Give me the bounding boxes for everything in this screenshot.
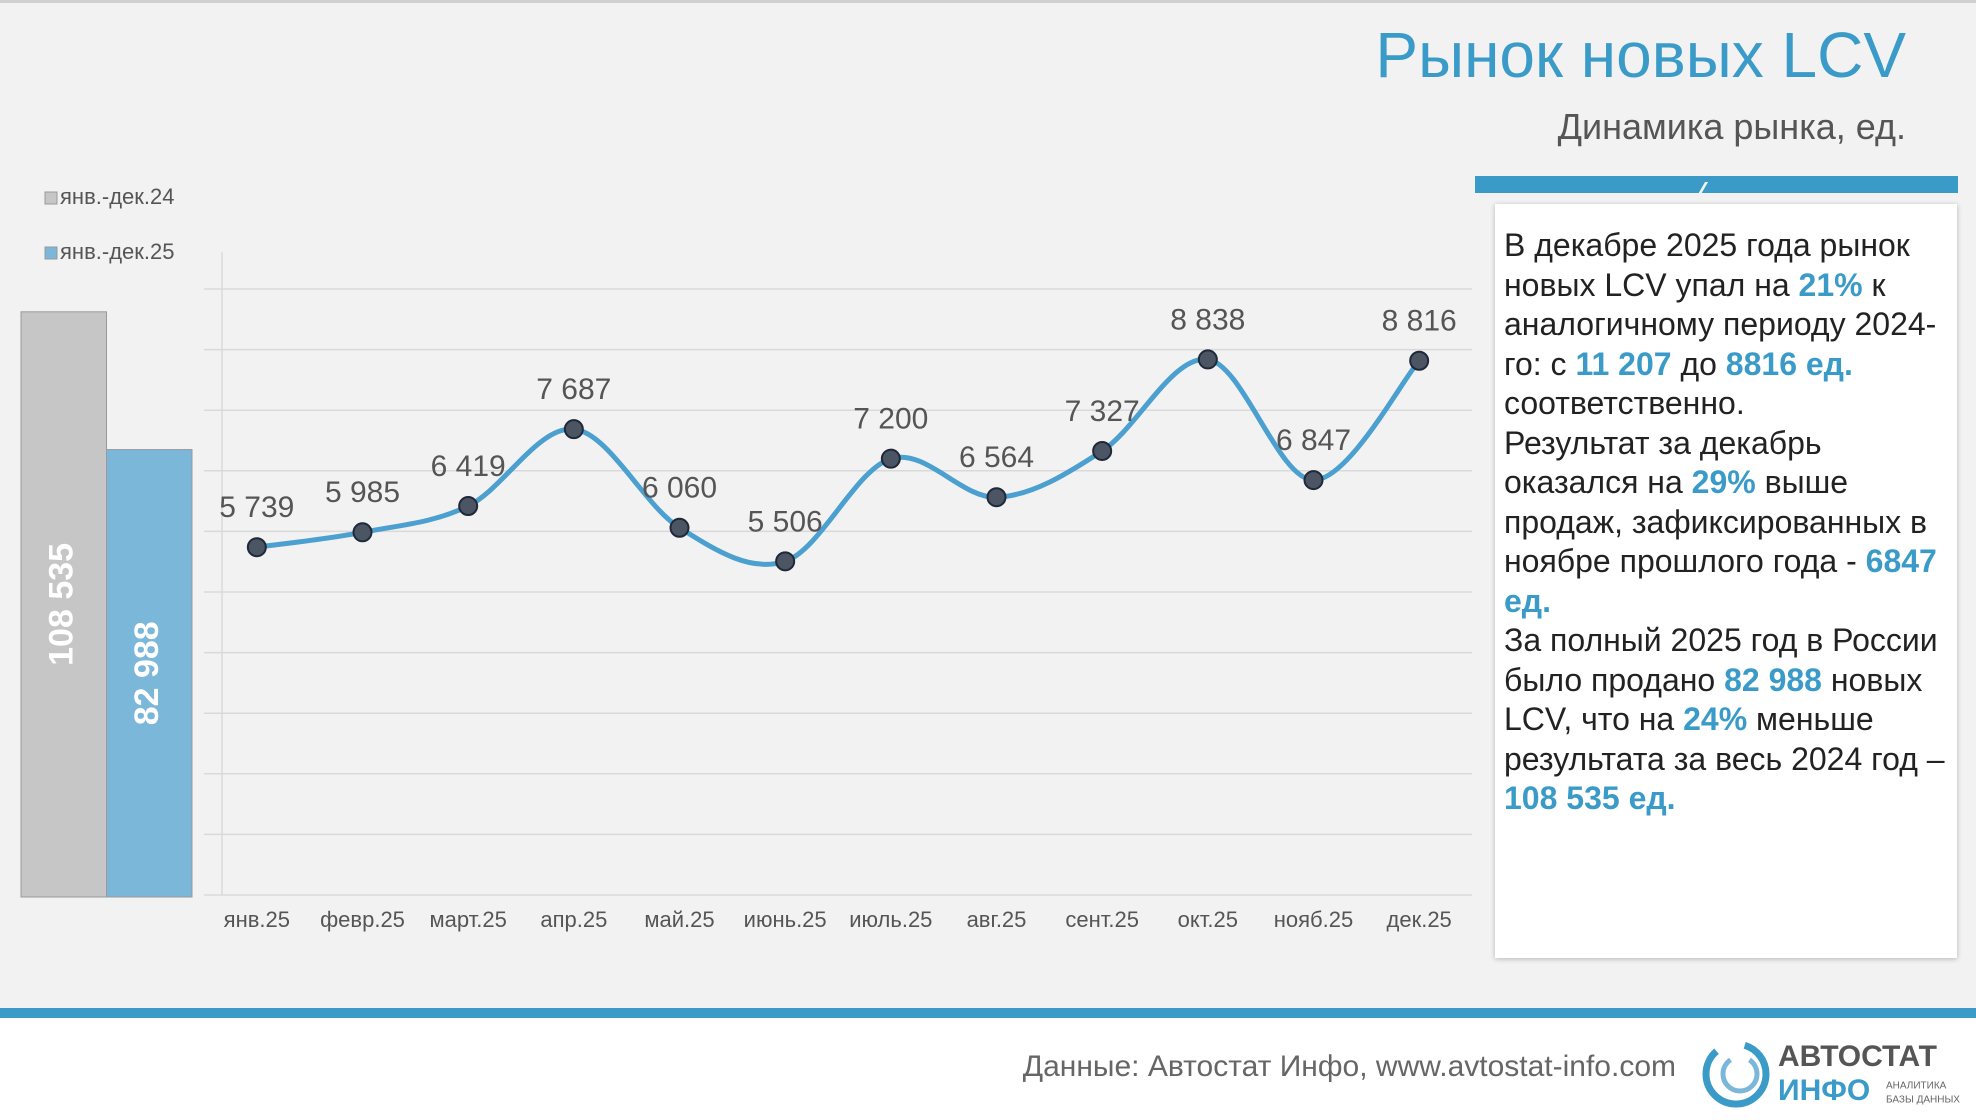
logo-ring-inner xyxy=(1720,1054,1760,1094)
marker xyxy=(352,522,373,543)
x-tick-label: янв.25 xyxy=(224,907,290,932)
logo-line1: АВТОСТАТ xyxy=(1778,1040,1937,1073)
marker xyxy=(1409,350,1430,371)
value-label: 108 535 xyxy=(43,543,81,666)
highlight: 21% xyxy=(1798,266,1863,303)
highlight: 6847 ед. xyxy=(1504,543,1937,619)
value-label: 5 739 xyxy=(219,491,294,524)
marker xyxy=(986,487,1007,508)
subtitle: Динамика рынка, ед. xyxy=(1557,106,1906,147)
text: В декабре 2025 года рынок новых LCV упал… xyxy=(1504,227,1910,303)
logo: АВТОСТАТ ИНФО АНАЛИТИКА БАЗЫ ДАННЫХ xyxy=(1702,1040,1960,1108)
marker xyxy=(246,537,267,558)
x-tick-label: сент.25 xyxy=(1065,907,1139,932)
x-tick-label: июль.25 xyxy=(849,907,932,932)
legend-swatch xyxy=(44,246,58,260)
logo-ring xyxy=(1702,1040,1770,1108)
logo-tagline2: БАЗЫ ДАННЫХ xyxy=(1886,1095,1960,1106)
x-tick-label: нояб.25 xyxy=(1274,907,1353,932)
text: соответственно. xyxy=(1504,385,1745,421)
marker xyxy=(1197,349,1218,370)
marker xyxy=(880,448,901,469)
bar xyxy=(20,311,107,898)
text: к аналогичному периоду 2024-го: с xyxy=(1504,266,1937,382)
x-tick-label: май.25 xyxy=(644,907,714,932)
value-label: 82 988 xyxy=(128,621,166,725)
text: меньше результата за весь 2024 год – xyxy=(1504,701,1945,777)
paragraph: За полный 2025 год в России было продано… xyxy=(1504,621,1947,819)
x-tick-label: авг.25 xyxy=(967,907,1027,932)
legend-label: янв.-дек.25 xyxy=(60,239,174,264)
value-label: 5 985 xyxy=(325,476,400,509)
value-label: 8 838 xyxy=(1170,303,1245,336)
paragraph: В декабре 2025 года рынок новых LCV упал… xyxy=(1504,226,1947,424)
marker xyxy=(775,551,796,572)
highlight: 8816 ед. xyxy=(1725,345,1853,382)
marker xyxy=(1092,440,1113,461)
highlight: 11 207 xyxy=(1575,345,1672,382)
accent-bar xyxy=(1475,176,1958,193)
x-tick-label: апр.25 xyxy=(540,907,607,932)
marker xyxy=(669,517,690,538)
x-tick-label: июнь.25 xyxy=(744,907,827,932)
paragraph: Результат за декабрь оказался на 29% выш… xyxy=(1504,424,1947,622)
logo-tagline1: АНАЛИТИКА xyxy=(1886,1081,1947,1092)
value-label: 7 687 xyxy=(536,373,611,406)
footer-stripe xyxy=(0,1008,1976,1018)
bar xyxy=(106,449,193,898)
text: выше продаж, зафиксированных в ноябре пр… xyxy=(1504,464,1928,579)
value-label: 6 564 xyxy=(959,441,1034,474)
marker xyxy=(1303,470,1324,491)
legend-swatch xyxy=(44,191,58,205)
text: За полный 2025 год в России было продано xyxy=(1504,622,1938,698)
text: Результат за декабрь оказался на xyxy=(1504,424,1822,501)
text: новых LCV, что на xyxy=(1504,661,1923,738)
marker xyxy=(458,496,479,517)
x-tick-label: февр.25 xyxy=(320,907,405,932)
text: до xyxy=(1671,345,1726,382)
value-label: 5 506 xyxy=(748,505,823,538)
x-tick-label: дек.25 xyxy=(1387,907,1452,932)
x-tick-label: март.25 xyxy=(429,907,506,932)
source: Данные: Автостат Инфо, www.avtostat-info… xyxy=(1022,1050,1676,1083)
highlight: 29% xyxy=(1691,464,1756,500)
value-label: 6 060 xyxy=(642,472,717,505)
x-tick-label: окт.25 xyxy=(1178,907,1238,932)
value-label: 6 847 xyxy=(1276,424,1351,457)
logo-line2: ИНФО xyxy=(1778,1074,1870,1107)
highlight: 24% xyxy=(1683,701,1748,737)
highlight: 108 535 ед. xyxy=(1504,780,1676,816)
charts: янв.-дек.24 108 535 янв.-дек.25 82 988 янв.2… xyxy=(20,184,1472,932)
title: Рынок новых LCV xyxy=(1375,19,1906,91)
marker xyxy=(563,419,584,440)
value-label: 8 816 xyxy=(1382,305,1457,338)
legend-label: янв.-дек.24 xyxy=(60,184,174,209)
value-label: 6 419 xyxy=(431,450,506,483)
value-label: 7 327 xyxy=(1065,395,1140,428)
value-label: 7 200 xyxy=(853,403,928,436)
highlight: 82 988 xyxy=(1724,661,1822,698)
commentary-box: В декабре 2025 года рынок новых LCV упал… xyxy=(1495,204,1957,958)
